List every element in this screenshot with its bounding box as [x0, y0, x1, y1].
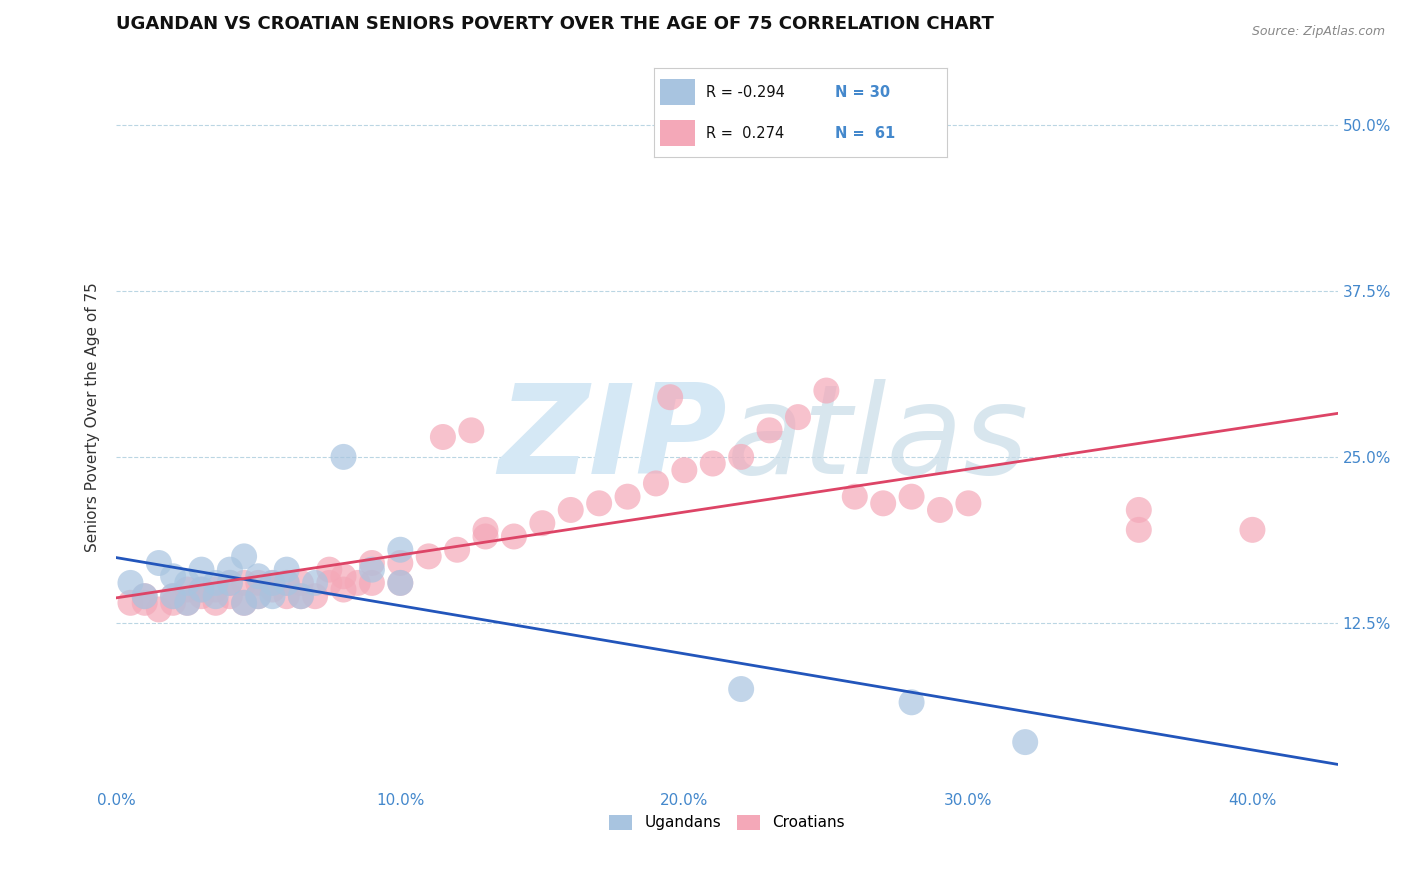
Point: [233, 596, 256, 610]
Point: [148, 556, 170, 570]
Point: [247, 589, 270, 603]
Point: [844, 490, 866, 504]
Point: [190, 563, 212, 577]
Point: [1128, 523, 1150, 537]
Point: [361, 575, 384, 590]
Point: [219, 563, 242, 577]
Point: [702, 457, 724, 471]
Point: [262, 582, 284, 597]
Point: [120, 596, 142, 610]
Point: [332, 582, 354, 597]
Point: [1241, 523, 1264, 537]
Point: [460, 423, 482, 437]
Point: [290, 589, 312, 603]
Point: [361, 556, 384, 570]
Point: [815, 384, 838, 398]
Point: [262, 589, 284, 603]
Point: [276, 575, 298, 590]
Point: [276, 575, 298, 590]
Point: [247, 569, 270, 583]
Y-axis label: Seniors Poverty Over the Age of 75: Seniors Poverty Over the Age of 75: [86, 282, 100, 552]
Point: [290, 589, 312, 603]
Point: [190, 582, 212, 597]
Point: [758, 423, 780, 437]
Point: [418, 549, 440, 564]
Point: [673, 463, 696, 477]
Point: [531, 516, 554, 531]
Point: [262, 575, 284, 590]
Point: [176, 575, 198, 590]
Point: [389, 575, 412, 590]
Point: [957, 496, 980, 510]
Point: [332, 569, 354, 583]
Point: [204, 582, 226, 597]
Legend: Ugandans, Croatians: Ugandans, Croatians: [603, 808, 851, 837]
Point: [176, 582, 198, 597]
Point: [219, 589, 242, 603]
Point: [560, 503, 582, 517]
Point: [659, 390, 682, 404]
Point: [233, 549, 256, 564]
Point: [176, 596, 198, 610]
Point: [134, 589, 156, 603]
Text: UGANDAN VS CROATIAN SENIORS POVERTY OVER THE AGE OF 75 CORRELATION CHART: UGANDAN VS CROATIAN SENIORS POVERTY OVER…: [117, 15, 994, 33]
Point: [389, 575, 412, 590]
Point: [304, 575, 326, 590]
Point: [233, 575, 256, 590]
Point: [204, 575, 226, 590]
Point: [219, 575, 242, 590]
Point: [1128, 503, 1150, 517]
Point: [204, 589, 226, 603]
Point: [162, 569, 184, 583]
Point: [247, 575, 270, 590]
Point: [474, 523, 496, 537]
Point: [276, 563, 298, 577]
Point: [318, 563, 340, 577]
Point: [645, 476, 668, 491]
Point: [262, 575, 284, 590]
Point: [787, 410, 810, 425]
Point: [872, 496, 894, 510]
Point: [389, 556, 412, 570]
Point: [503, 529, 526, 543]
Text: atlas: atlas: [727, 379, 1029, 500]
Point: [474, 529, 496, 543]
Point: [162, 589, 184, 603]
Point: [134, 596, 156, 610]
Point: [219, 575, 242, 590]
Point: [162, 596, 184, 610]
Point: [134, 589, 156, 603]
Point: [346, 575, 368, 590]
Point: [446, 542, 468, 557]
Point: [120, 575, 142, 590]
Point: [588, 496, 610, 510]
Text: Source: ZipAtlas.com: Source: ZipAtlas.com: [1251, 25, 1385, 38]
Point: [318, 575, 340, 590]
Point: [616, 490, 638, 504]
Point: [148, 602, 170, 616]
Point: [276, 589, 298, 603]
Point: [204, 596, 226, 610]
Point: [900, 490, 922, 504]
Point: [162, 589, 184, 603]
Point: [190, 582, 212, 597]
Text: ZIP: ZIP: [498, 379, 727, 500]
Point: [233, 596, 256, 610]
Point: [900, 695, 922, 709]
Point: [361, 563, 384, 577]
Point: [176, 596, 198, 610]
Point: [304, 589, 326, 603]
Point: [332, 450, 354, 464]
Point: [290, 575, 312, 590]
Point: [432, 430, 454, 444]
Point: [247, 589, 270, 603]
Point: [1014, 735, 1036, 749]
Point: [929, 503, 952, 517]
Point: [389, 542, 412, 557]
Point: [190, 589, 212, 603]
Point: [730, 450, 752, 464]
Point: [730, 681, 752, 696]
